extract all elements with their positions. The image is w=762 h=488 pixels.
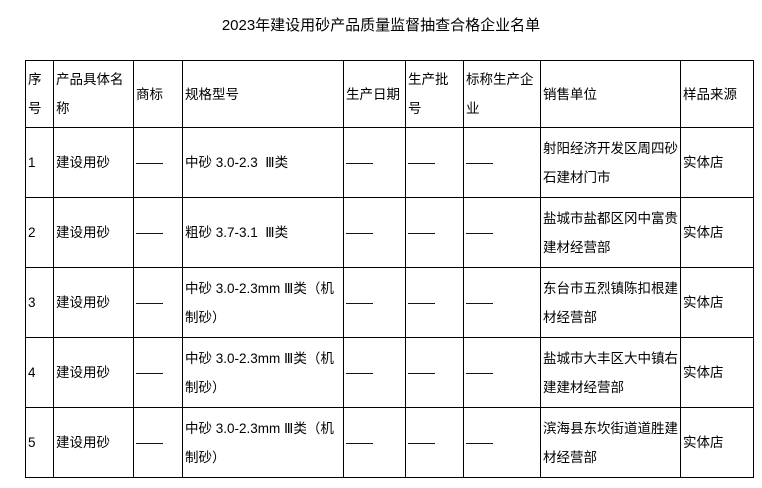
cell-seq: 1 [25, 127, 54, 198]
cell-spec: 中砂 3.0-2.3 Ⅲ类 [182, 127, 344, 198]
cell-seq: 5 [25, 407, 54, 478]
cell-seller: 滨海县东坎街道道胜建材经营部 [540, 407, 681, 478]
cell-producer: —— [463, 407, 541, 478]
cell-source: 实体店 [680, 267, 754, 338]
cell-product: 建设用砂 [53, 407, 134, 478]
table-row: 2 建设用砂 —— 粗砂 3.7-3.1 Ⅲ类 —— —— —— 盐城市盐都区冈… [25, 197, 754, 268]
cell-brand: —— [133, 197, 183, 268]
cell-batch: —— [405, 407, 464, 478]
inspection-results-table: 序号 产品具体名称 商标 规格型号 生产日期 生产批号 标称生产企业 销售单位 … [25, 60, 754, 478]
cell-brand: —— [133, 337, 183, 408]
table-row: 3 建设用砂 —— 中砂 3.0-2.3mm Ⅲ类（机制砂） —— —— —— … [25, 267, 754, 338]
cell-batch: —— [405, 197, 464, 268]
column-header-spec: 规格型号 [182, 60, 344, 128]
column-header-batch: 生产批号 [405, 60, 464, 128]
cell-product: 建设用砂 [53, 337, 134, 408]
cell-seq: 2 [25, 197, 54, 268]
cell-spec: 粗砂 3.7-3.1 Ⅲ类 [182, 197, 344, 268]
table-row: 1 建设用砂 —— 中砂 3.0-2.3 Ⅲ类 —— —— —— 射阳经济开发区… [25, 127, 754, 198]
cell-product: 建设用砂 [53, 267, 134, 338]
cell-spec: 中砂 3.0-2.3mm Ⅲ类（机制砂） [182, 407, 344, 478]
cell-seller: 东台市五烈镇陈扣根建材经营部 [540, 267, 681, 338]
table-row: 4 建设用砂 —— 中砂 3.0-2.3mm Ⅲ类（机制砂） —— —— —— … [25, 337, 754, 408]
table-header-row: 序号 产品具体名称 商标 规格型号 生产日期 生产批号 标称生产企业 销售单位 … [25, 60, 754, 128]
cell-date: —— [343, 337, 406, 408]
cell-spec: 中砂 3.0-2.3mm Ⅲ类（机制砂） [182, 337, 344, 408]
cell-producer: —— [463, 127, 541, 198]
cell-batch: —— [405, 127, 464, 198]
column-header-product: 产品具体名称 [53, 60, 134, 128]
cell-date: —— [343, 127, 406, 198]
cell-seq: 3 [25, 267, 54, 338]
cell-seller: 射阳经济开发区周四砂石建材门市 [540, 127, 681, 198]
cell-brand: —— [133, 127, 183, 198]
column-header-seller: 销售单位 [540, 60, 681, 128]
cell-source: 实体店 [680, 337, 754, 408]
cell-source: 实体店 [680, 197, 754, 268]
cell-product: 建设用砂 [53, 197, 134, 268]
cell-producer: —— [463, 267, 541, 338]
cell-date: —— [343, 267, 406, 338]
cell-seller: 盐城市盐都区冈中富贵建材经营部 [540, 197, 681, 268]
cell-seller: 盐城市大丰区大中镇右建建材经营部 [540, 337, 681, 408]
cell-batch: —— [405, 267, 464, 338]
cell-product: 建设用砂 [53, 127, 134, 198]
cell-producer: —— [463, 337, 541, 408]
column-header-seq: 序号 [25, 60, 54, 128]
cell-producer: —— [463, 197, 541, 268]
cell-batch: —— [405, 337, 464, 408]
column-header-producer: 标称生产企业 [463, 60, 541, 128]
column-header-date: 生产日期 [343, 60, 406, 128]
cell-source: 实体店 [680, 407, 754, 478]
cell-date: —— [343, 197, 406, 268]
column-header-brand: 商标 [133, 60, 183, 128]
cell-source: 实体店 [680, 127, 754, 198]
table-row: 5 建设用砂 —— 中砂 3.0-2.3mm Ⅲ类（机制砂） —— —— —— … [25, 407, 754, 478]
column-header-source: 样品来源 [680, 60, 754, 128]
cell-brand: —— [133, 407, 183, 478]
cell-seq: 4 [25, 337, 54, 408]
cell-spec: 中砂 3.0-2.3mm Ⅲ类（机制砂） [182, 267, 344, 338]
page-title: 2023年建设用砂产品质量监督抽查合格企业名单 [221, 17, 541, 34]
cell-brand: —— [133, 267, 183, 338]
cell-date: —— [343, 407, 406, 478]
